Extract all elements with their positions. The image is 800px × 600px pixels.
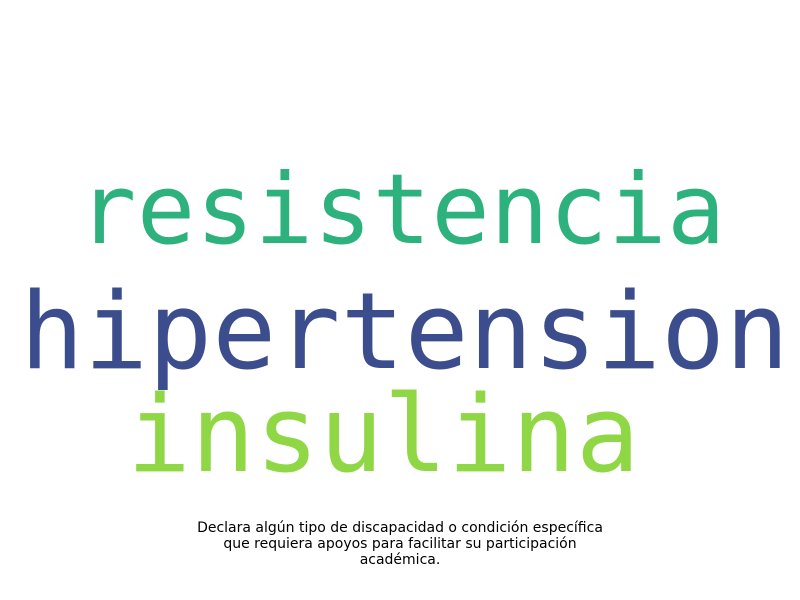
word-resistencia: resistencia (78, 153, 726, 266)
caption-line-1: Declara algún tipo de discapacidad o con… (197, 520, 603, 536)
caption-line-3: académica. (359, 552, 441, 568)
caption: Declara algún tipo de discapacidad o con… (180, 520, 620, 568)
caption-line-2: que requiera apoyos para facilitar su pa… (223, 536, 577, 552)
word-hipertension: hipertension (20, 270, 790, 393)
word-insulina: insulina (127, 373, 640, 496)
